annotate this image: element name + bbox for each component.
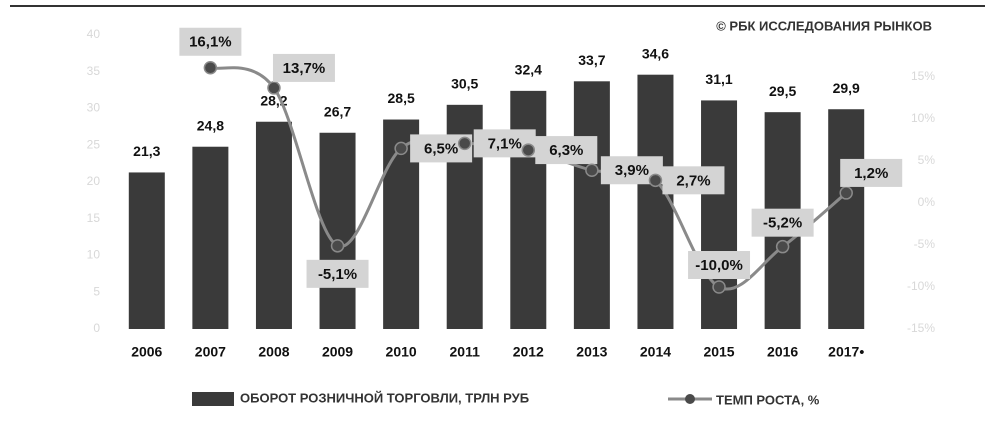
y-tick-label: 40	[87, 27, 101, 41]
growth-marker	[712, 280, 726, 294]
y-tick-label: 5	[93, 284, 100, 298]
legend-label: ОБОРОТ РОЗНИЧНОЙ ТОРГОВЛИ, ТРЛН РУБ	[240, 390, 529, 405]
bar-value-label: 32,4	[515, 62, 542, 78]
y2-tick-label: -15%	[907, 321, 935, 335]
y-tick-label: 35	[87, 64, 101, 78]
bar	[192, 146, 229, 329]
growth-marker	[457, 136, 472, 151]
growth-label-box	[535, 136, 598, 165]
growth-value-label: 13,7%	[283, 60, 326, 77]
growth-marker	[521, 143, 536, 157]
growth-marker	[585, 163, 599, 177]
x-tick-label: 2006	[131, 344, 162, 360]
bar	[255, 121, 292, 329]
legend-label: ТЕМП РОСТА, %	[716, 392, 820, 407]
x-tick-label: 2009	[322, 344, 353, 360]
bar-value-label: 33,7	[578, 52, 605, 68]
bar-value-label: 21,3	[133, 143, 160, 159]
bar-value-label: 29,5	[769, 83, 796, 99]
y-tick-label: 10	[87, 248, 101, 262]
x-tick-label: 2015	[703, 344, 734, 360]
growth-label-box	[840, 158, 903, 187]
y2-tick-label: -10%	[907, 279, 935, 293]
growth-marker	[648, 173, 663, 188]
growth-value-label: -5,1%	[318, 266, 357, 283]
growth-marker	[839, 186, 853, 200]
growth-label-box	[662, 166, 725, 195]
growth-value-label: -5,2%	[763, 215, 802, 232]
bar-value-label: 29,9	[833, 80, 860, 96]
y-tick-label: 15	[87, 211, 101, 225]
growth-marker	[267, 81, 281, 95]
growth-label-box	[751, 208, 814, 237]
y2-tick-label: 10%	[911, 111, 935, 125]
x-tick-label: 2008	[258, 344, 289, 360]
growth-value-label: 16,1%	[189, 34, 232, 51]
y-tick-label: 0	[93, 321, 100, 335]
x-tick-label: 2012	[513, 344, 544, 360]
bar-value-label: 30,5	[451, 76, 478, 92]
growth-label-box	[688, 251, 751, 279]
y2-tick-label: 0%	[918, 195, 936, 209]
x-tick-label: 2007	[195, 344, 226, 360]
growth-marker	[203, 61, 218, 75]
y2-tick-label: 5%	[918, 153, 936, 167]
bar-value-label: 31,1	[705, 71, 732, 87]
growth-marker	[775, 239, 790, 254]
x-tick-label: 2010	[386, 344, 417, 360]
bar-value-label: 24,8	[197, 117, 224, 133]
legend-marker	[685, 394, 695, 404]
growth-value-label: 7,1%	[488, 135, 522, 152]
growth-marker	[394, 141, 408, 156]
legend-swatch	[192, 392, 234, 406]
y2-tick-label: -5%	[914, 237, 936, 251]
source: © РБК ИССЛЕДОВАНИЯ РЫНКОВ	[716, 18, 932, 33]
y-tick-label: 20	[87, 174, 101, 188]
x-tick-label: 2016	[767, 344, 798, 360]
bar	[128, 172, 165, 329]
bar	[573, 81, 610, 330]
bar	[828, 109, 865, 329]
x-tick-label: 2013	[576, 344, 607, 360]
bar	[637, 74, 674, 329]
growth-value-label: -10,0%	[695, 257, 743, 274]
growth-value-label: 6,3%	[549, 142, 583, 159]
growth-value-label: 1,2%	[854, 165, 888, 182]
x-tick-label: 2014	[640, 344, 671, 360]
y-tick-label: 30	[87, 101, 101, 115]
growth-value-label: 6,5%	[424, 140, 458, 157]
growth-value-label: 3,9%	[615, 162, 649, 179]
growth-value-label: 2,7%	[676, 172, 710, 189]
bar-value-label: 28,2	[260, 92, 287, 108]
growth-label-box	[306, 259, 369, 288]
x-tick-label: 2017•	[828, 344, 864, 360]
bar-value-label: 28,5	[388, 90, 415, 106]
y-tick-label: 25	[87, 137, 101, 151]
x-tick-label: 2011	[450, 344, 481, 360]
growth-label-box	[272, 53, 335, 82]
bar-value-label: 34,6	[642, 45, 669, 61]
bar	[510, 90, 547, 329]
bar	[701, 100, 738, 329]
y2-tick-label: 15%	[911, 69, 935, 83]
growth-label-box	[179, 27, 242, 56]
bar-value-label: 26,7	[324, 103, 351, 119]
growth-marker	[330, 239, 345, 253]
